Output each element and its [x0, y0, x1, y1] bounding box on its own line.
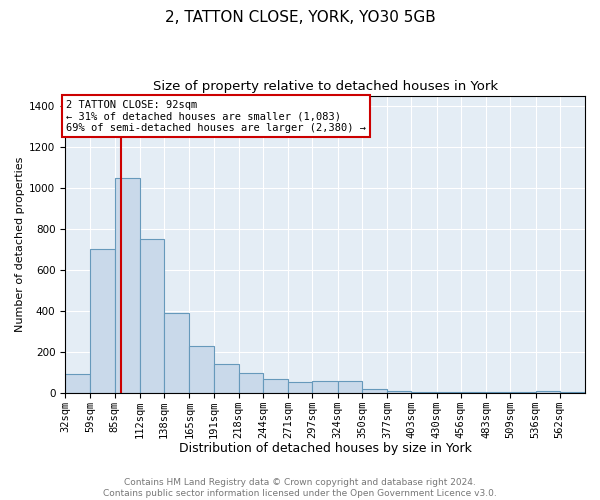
Text: 2, TATTON CLOSE, YORK, YO30 5GB: 2, TATTON CLOSE, YORK, YO30 5GB	[164, 10, 436, 25]
Bar	[140, 239, 164, 392]
Bar	[536, 391, 560, 392]
Bar	[164, 313, 189, 392]
Bar	[239, 373, 263, 392]
Text: 2 TATTON CLOSE: 92sqm
← 31% of detached houses are smaller (1,083)
69% of semi-d: 2 TATTON CLOSE: 92sqm ← 31% of detached …	[66, 100, 366, 133]
Y-axis label: Number of detached properties: Number of detached properties	[15, 156, 25, 332]
Title: Size of property relative to detached houses in York: Size of property relative to detached ho…	[152, 80, 497, 93]
Bar	[387, 391, 412, 392]
Bar	[214, 364, 239, 392]
Bar	[189, 346, 214, 393]
Bar	[313, 382, 338, 392]
Text: Contains HM Land Registry data © Crown copyright and database right 2024.
Contai: Contains HM Land Registry data © Crown c…	[103, 478, 497, 498]
Bar	[115, 178, 140, 392]
Bar	[65, 374, 91, 392]
Bar	[338, 382, 362, 392]
Bar	[263, 380, 288, 392]
Bar	[362, 388, 387, 392]
Bar	[288, 382, 313, 392]
X-axis label: Distribution of detached houses by size in York: Distribution of detached houses by size …	[179, 442, 472, 455]
Bar	[91, 249, 115, 392]
